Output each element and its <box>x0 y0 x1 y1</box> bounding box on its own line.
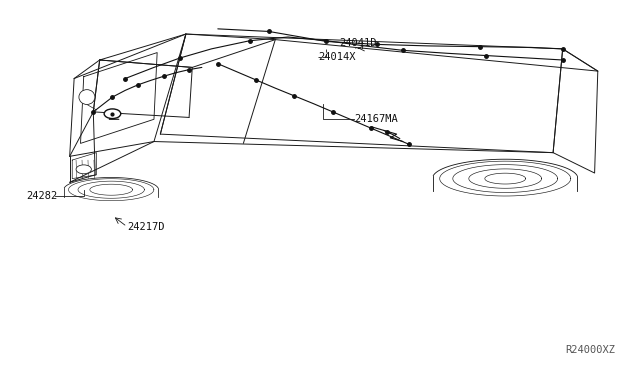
Text: 24217D: 24217D <box>127 222 164 232</box>
Ellipse shape <box>79 90 95 105</box>
Circle shape <box>104 109 121 119</box>
Circle shape <box>76 165 92 174</box>
Text: 24167MA: 24167MA <box>354 114 397 124</box>
Text: 24041D: 24041D <box>339 38 377 48</box>
Text: 24014X: 24014X <box>318 52 356 62</box>
Text: R24000XZ: R24000XZ <box>565 344 615 355</box>
Text: 24282: 24282 <box>26 190 58 201</box>
